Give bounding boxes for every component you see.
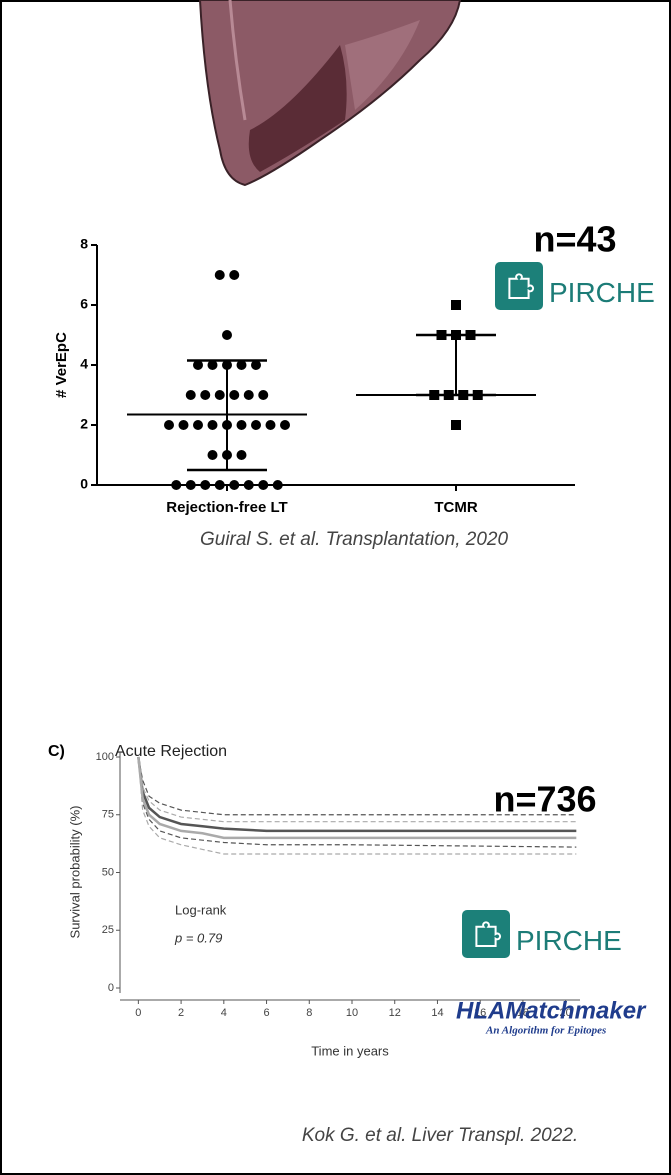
- data-point: [207, 420, 218, 430]
- data-point: [229, 270, 240, 280]
- x-tick-label: Rejection-free LT: [166, 499, 287, 516]
- annotation: p = 0.79: [174, 930, 222, 945]
- data-point: [258, 390, 269, 400]
- logo-icon: [495, 262, 543, 310]
- y-tick-label: 75: [102, 809, 114, 821]
- data-point: [200, 390, 211, 400]
- x-tick-label: 20: [560, 1007, 572, 1019]
- data-point: [251, 360, 261, 370]
- logo-puzzle: [475, 921, 501, 947]
- citation: Kok G. et al. Liver Transpl. 2022.: [302, 1125, 578, 1146]
- logo-text: PIRCHE: [549, 277, 655, 308]
- chart-title: Acute Rejection: [115, 743, 227, 760]
- data-point: [185, 390, 196, 400]
- y-tick-label: 25: [102, 924, 114, 936]
- survival-curve: [137, 756, 577, 833]
- data-point: [185, 480, 196, 490]
- data-point: [265, 420, 276, 430]
- data-point: [193, 360, 203, 370]
- data-point: [272, 480, 283, 490]
- y-tick-label: 8: [80, 236, 88, 252]
- sample-size: n=736: [493, 779, 596, 820]
- panel-label: C): [48, 743, 65, 760]
- y-tick-label: 50: [102, 866, 114, 878]
- data-point: [193, 420, 203, 430]
- data-point: [280, 420, 290, 430]
- x-tick-label: 12: [389, 1007, 401, 1019]
- data-point: [451, 300, 461, 310]
- x-tick-label: 14: [431, 1007, 443, 1019]
- data-point: [243, 480, 254, 490]
- data-point: [236, 420, 247, 430]
- logo-text: HLAMatchmaker: [456, 997, 647, 1024]
- y-axis-label: # VerEpC: [53, 332, 70, 398]
- y-tick-label: 2: [80, 416, 88, 432]
- x-tick-label: TCMR: [434, 499, 477, 516]
- x-tick-label: 10: [346, 1007, 358, 1019]
- data-point: [171, 480, 182, 490]
- data-point: [214, 480, 225, 490]
- annotation: Log-rank: [175, 902, 227, 917]
- survival-curve: [137, 756, 577, 840]
- x-tick-label: 16: [474, 1007, 486, 1019]
- y-tick-label: 4: [80, 356, 88, 372]
- logo-icon: [462, 910, 510, 958]
- x-axis-label: Time in years: [311, 1043, 389, 1058]
- citation: Guiral S. et al. Transplantation, 2020: [200, 529, 508, 550]
- data-point: [214, 270, 225, 280]
- data-point: [164, 420, 174, 430]
- confidence-band: [137, 756, 577, 848]
- data-point: [178, 420, 189, 430]
- data-point: [229, 480, 240, 490]
- data-point: [207, 450, 218, 460]
- y-tick-label: 100: [96, 751, 114, 763]
- x-tick-label: 0: [135, 1007, 141, 1019]
- logo-text: PIRCHE: [516, 925, 622, 956]
- data-point: [200, 480, 211, 490]
- confidence-band: [137, 756, 577, 816]
- y-tick-label: 0: [108, 982, 114, 994]
- data-point: [236, 450, 247, 460]
- x-tick-label: 4: [221, 1007, 227, 1019]
- sample-size: n=43: [533, 219, 616, 260]
- y-tick-label: 6: [80, 296, 88, 312]
- data-point: [214, 390, 225, 400]
- data-point: [251, 420, 261, 430]
- data-point: [236, 360, 247, 370]
- data-point: [207, 360, 218, 370]
- data-point: [229, 390, 240, 400]
- liver-illustration: [198, 0, 462, 187]
- y-axis-label: Survival probability (%): [67, 806, 82, 939]
- data-point: [222, 330, 232, 340]
- y-tick-label: 0: [80, 476, 88, 492]
- x-tick-label: 2: [178, 1007, 184, 1019]
- x-tick-label: 8: [306, 1007, 312, 1019]
- logo-puzzle: [508, 273, 534, 299]
- x-tick-label: 18: [517, 1007, 529, 1019]
- confidence-band: [137, 756, 577, 823]
- logo-subtitle: An Algorithm for Epitopes: [485, 1025, 606, 1037]
- data-point: [451, 420, 461, 430]
- data-point: [243, 390, 254, 400]
- data-point: [258, 480, 269, 490]
- x-tick-label: 6: [263, 1007, 269, 1019]
